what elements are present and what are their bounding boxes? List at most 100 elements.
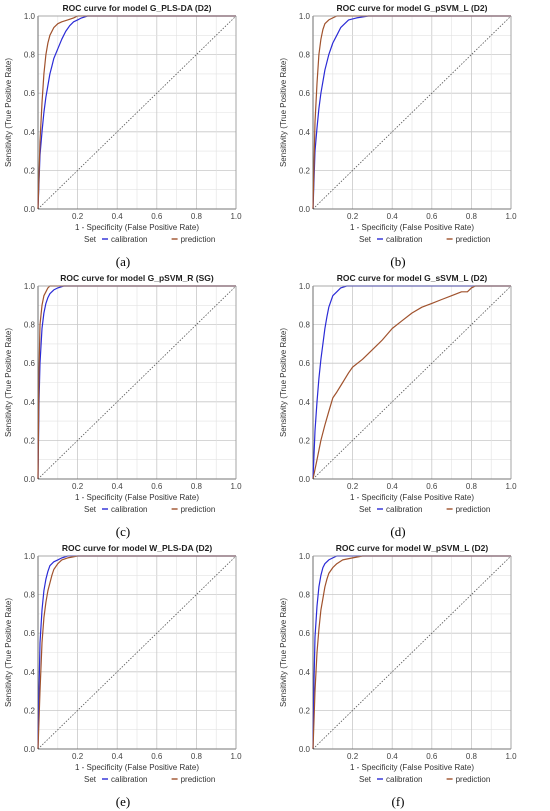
legend: Set calibration prediction bbox=[84, 505, 215, 514]
roc-chart-svg: ROC curve for model W_pSVM_L (D2) 0.0 0.2 0… bbox=[279, 543, 517, 809]
legend-label-calibration: calibration bbox=[111, 505, 147, 514]
y-axis-label: Sensitivity (True Positive Rate) bbox=[4, 58, 13, 167]
legend-label-prediction: prediction bbox=[181, 505, 216, 514]
y-tick-label: 0.0 bbox=[24, 205, 36, 214]
legend: Set calibration prediction bbox=[84, 235, 215, 244]
x-tick-label: 0.2 bbox=[72, 482, 84, 491]
legend-label-calibration: calibration bbox=[386, 235, 422, 244]
y-tick-label: 1.0 bbox=[24, 12, 36, 21]
x-tick-label: 1.0 bbox=[230, 482, 242, 491]
roc-panel: ROC curve for model W_pSVM_L (D2) 0.0 0.2 0… bbox=[275, 540, 550, 810]
roc-panel: ROC curve for model G_pSVM_L (D2) 0.0 0.2 0… bbox=[275, 0, 550, 270]
legend: Set calibration prediction bbox=[359, 775, 490, 784]
x-tick-label: 0.2 bbox=[72, 752, 84, 761]
panel-caption: (c) bbox=[116, 524, 130, 539]
y-tick-label: 0.2 bbox=[24, 166, 36, 175]
roc-chart-svg: ROC curve for model G_sSVM_L (D2) 0.0 0.2 0… bbox=[279, 273, 517, 539]
legend-title: Set bbox=[359, 775, 372, 784]
chart-title: ROC curve for model G_pSVM_L (D2) bbox=[337, 3, 488, 13]
legend-label-calibration: calibration bbox=[386, 775, 422, 784]
x-tick-label: 0.8 bbox=[191, 482, 203, 491]
panel-caption: (e) bbox=[116, 794, 130, 809]
y-tick-label: 1.0 bbox=[299, 552, 311, 561]
legend-label-prediction: prediction bbox=[456, 505, 491, 514]
x-tick-label: 0.2 bbox=[347, 212, 359, 221]
y-tick-label: 0.0 bbox=[24, 745, 36, 754]
series-line-calibration bbox=[312, 15, 511, 210]
chart-title: ROC curve for model G_sSVM_L (D2) bbox=[337, 273, 488, 283]
legend-title: Set bbox=[84, 235, 97, 244]
x-tick-label: 0.4 bbox=[387, 752, 399, 761]
legend-label-prediction: prediction bbox=[456, 235, 491, 244]
x-axis-label: 1 - Specificity (False Positive Rate) bbox=[350, 763, 474, 772]
x-tick-label: 0.4 bbox=[387, 212, 399, 221]
y-tick-label: 0.8 bbox=[299, 591, 311, 600]
legend: Set calibration prediction bbox=[359, 235, 490, 244]
x-tick-label: 0.8 bbox=[466, 212, 478, 221]
legend-label-prediction: prediction bbox=[456, 775, 491, 784]
y-tick-label: 0.4 bbox=[24, 668, 36, 677]
x-tick-label: 0.6 bbox=[426, 212, 438, 221]
legend-title: Set bbox=[84, 505, 97, 514]
y-tick-label: 0.0 bbox=[24, 475, 36, 484]
x-tick-label: 0.6 bbox=[426, 482, 438, 491]
x-axis-label: 1 - Specificity (False Positive Rate) bbox=[75, 763, 199, 772]
reference-diagonal-line bbox=[312, 15, 512, 210]
y-tick-label: 0.2 bbox=[299, 166, 311, 175]
x-tick-label: 0.6 bbox=[151, 752, 163, 761]
x-axis-label: 1 - Specificity (False Positive Rate) bbox=[350, 493, 474, 502]
y-axis-label: Sensitivity (True Positive Rate) bbox=[279, 58, 288, 167]
series-line-prediction bbox=[312, 555, 511, 750]
x-tick-label: 0.4 bbox=[387, 482, 399, 491]
legend-title: Set bbox=[359, 505, 372, 514]
roc-chart-svg: ROC curve for model G_PLS-DA (D2) 0.0 0.2 0… bbox=[4, 3, 242, 269]
y-axis-label: Sensitivity (True Positive Rate) bbox=[4, 598, 13, 707]
y-tick-label: 0.0 bbox=[299, 745, 311, 754]
roc-panel: ROC curve for model G_sSVM_L (D2) 0.0 0.2 0… bbox=[275, 270, 550, 540]
x-tick-label: 0.8 bbox=[191, 212, 203, 221]
series-line-prediction bbox=[312, 285, 511, 480]
y-tick-label: 0.4 bbox=[299, 128, 311, 137]
roc-chart-svg: ROC curve for model G_pSVM_L (D2) 0.0 0.2 0… bbox=[279, 3, 517, 269]
x-tick-label: 0.6 bbox=[151, 212, 163, 221]
legend-label-prediction: prediction bbox=[181, 235, 216, 244]
chart-title: ROC curve for model W_PLS-DA (D2) bbox=[62, 543, 213, 553]
legend-label-calibration: calibration bbox=[111, 775, 147, 784]
y-tick-label: 0.6 bbox=[24, 89, 36, 98]
x-tick-label: 0.2 bbox=[72, 212, 84, 221]
y-tick-label: 0.6 bbox=[299, 629, 311, 638]
chart-title: ROC curve for model W_pSVM_L (D2) bbox=[336, 543, 489, 553]
legend: Set calibration prediction bbox=[84, 775, 215, 784]
reference-diagonal-line bbox=[312, 555, 512, 750]
y-tick-label: 0.8 bbox=[299, 321, 311, 330]
reference-diagonal-line bbox=[37, 555, 237, 750]
x-axis-label: 1 - Specificity (False Positive Rate) bbox=[75, 493, 199, 502]
series-line-prediction bbox=[37, 15, 236, 210]
x-tick-label: 1.0 bbox=[230, 212, 242, 221]
x-axis-label: 1 - Specificity (False Positive Rate) bbox=[75, 223, 199, 232]
panel-caption: (b) bbox=[390, 254, 405, 269]
y-tick-label: 1.0 bbox=[24, 552, 36, 561]
y-tick-label: 0.8 bbox=[24, 591, 36, 600]
roc-panel: ROC curve for model W_PLS-DA (D2) 0.0 0.2 0… bbox=[0, 540, 275, 810]
x-tick-label: 1.0 bbox=[505, 752, 517, 761]
y-tick-label: 1.0 bbox=[299, 12, 311, 21]
series-line-calibration bbox=[37, 15, 236, 210]
x-tick-label: 1.0 bbox=[505, 482, 517, 491]
roc-chart-svg: ROC curve for model G_pSVM_R (SG) 0.0 0.2 0… bbox=[4, 273, 242, 539]
y-tick-label: 0.2 bbox=[24, 706, 36, 715]
x-tick-label: 0.4 bbox=[112, 752, 124, 761]
legend-title: Set bbox=[84, 775, 97, 784]
y-axis-label: Sensitivity (True Positive Rate) bbox=[279, 328, 288, 437]
y-tick-label: 0.8 bbox=[299, 51, 311, 60]
y-tick-label: 0.4 bbox=[24, 128, 36, 137]
y-tick-label: 0.2 bbox=[24, 436, 36, 445]
series-line-prediction bbox=[37, 555, 236, 750]
x-tick-label: 1.0 bbox=[505, 212, 517, 221]
x-tick-label: 0.8 bbox=[191, 752, 203, 761]
y-axis-label: Sensitivity (True Positive Rate) bbox=[4, 328, 13, 437]
y-tick-label: 0.2 bbox=[299, 706, 311, 715]
roc-chart-svg: ROC curve for model W_PLS-DA (D2) 0.0 0.2 0… bbox=[4, 543, 242, 809]
y-tick-label: 0.4 bbox=[24, 398, 36, 407]
